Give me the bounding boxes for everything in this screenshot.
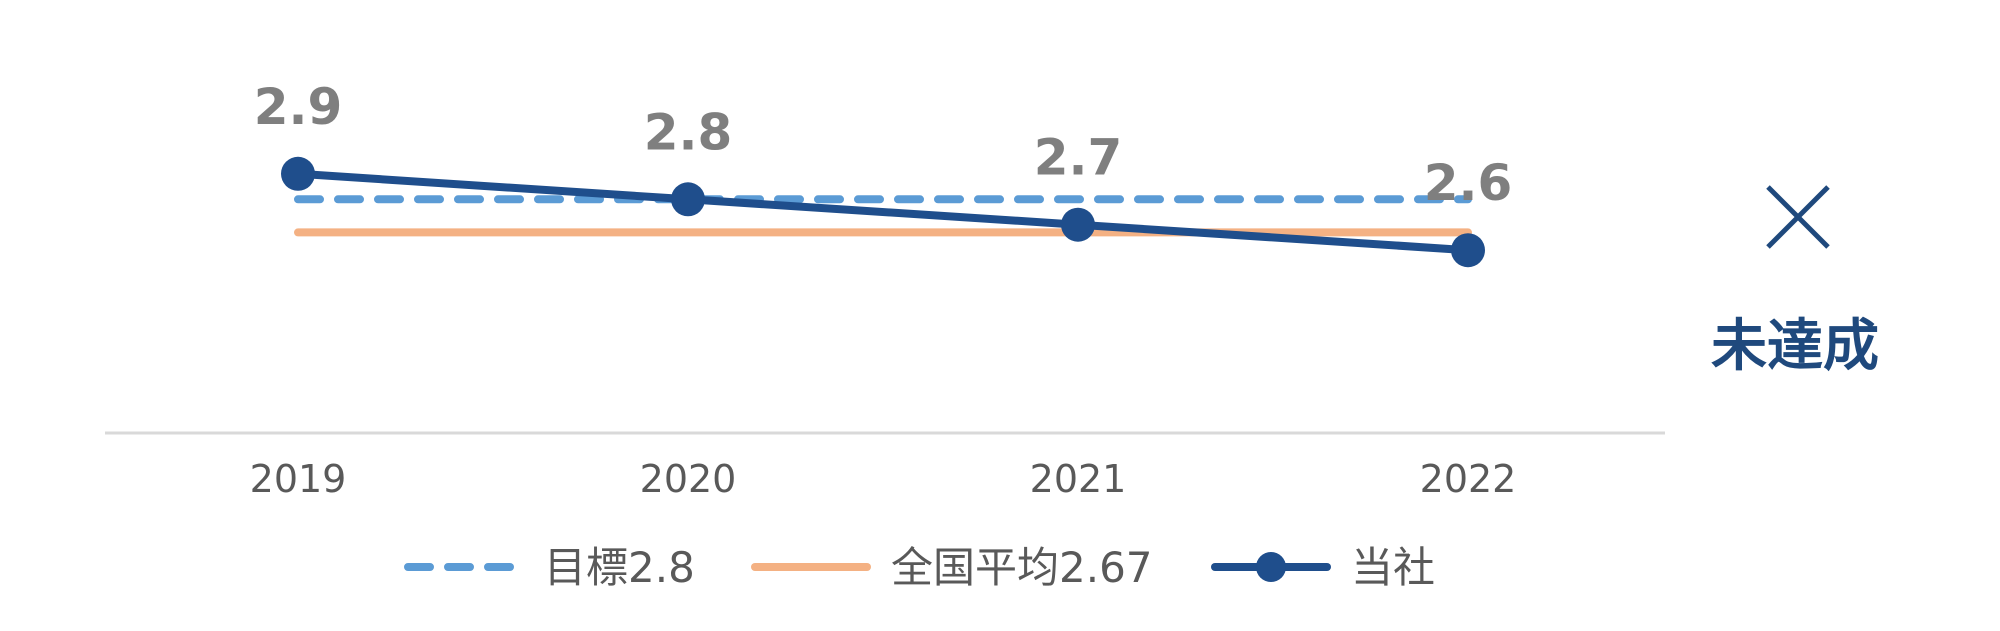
legend-item-0: 目標2.8 — [404, 543, 695, 592]
data-label-layer: 2.9 2.8 2.7 2.6 — [254, 78, 1513, 212]
series-line-2 — [294, 169, 1472, 255]
legend-label-1: 全国平均2.67 — [891, 543, 1153, 592]
x-tick-2020: 2020 — [640, 457, 737, 501]
series-2 — [281, 156, 1485, 268]
data-label-2019: 2.9 — [254, 78, 343, 136]
legend-label-2: 当社 — [1351, 543, 1435, 592]
x-tick-2019: 2019 — [250, 457, 347, 501]
x-tick-layer: 2019 2020 2021 2022 — [250, 457, 1517, 501]
legend-marker-2 — [1256, 552, 1286, 582]
data-label-2021: 2.7 — [1034, 129, 1123, 187]
data-label-2020: 2.8 — [644, 103, 733, 161]
data-point-2020 — [671, 182, 705, 217]
status-label: 未達成 — [1711, 314, 1879, 379]
x-tick-2021: 2021 — [1030, 457, 1127, 501]
legend-item-1: 全国平均2.67 — [751, 543, 1153, 592]
data-point-2022 — [1451, 233, 1485, 268]
data-point-2021 — [1061, 207, 1095, 242]
legend: 目標2.8 全国平均2.67 当社 — [404, 543, 1435, 592]
data-label-2022: 2.6 — [1424, 154, 1513, 212]
legend-item-2: 当社 — [1211, 543, 1435, 592]
legend-label-0: 目標2.8 — [544, 543, 695, 592]
series-layer — [281, 156, 1485, 268]
x-tick-2022: 2022 — [1420, 457, 1517, 501]
cross-icon — [1766, 185, 1830, 249]
data-point-2019 — [281, 156, 315, 191]
status-indicator: 未達成 — [1711, 185, 1879, 379]
